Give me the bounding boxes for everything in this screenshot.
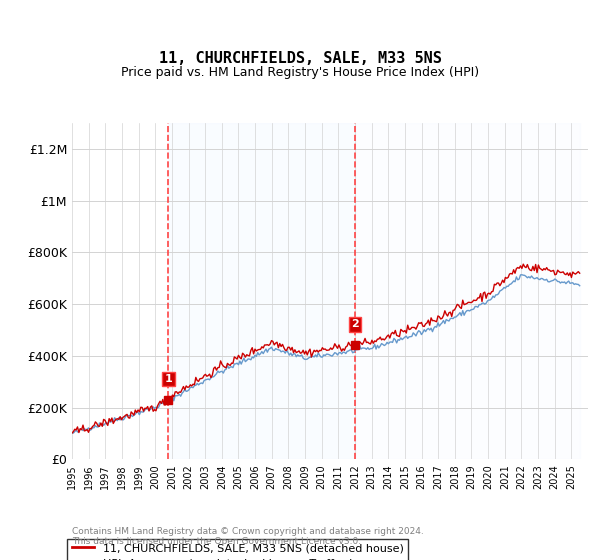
Text: Price paid vs. HM Land Registry's House Price Index (HPI): Price paid vs. HM Land Registry's House … bbox=[121, 66, 479, 80]
Text: 11, CHURCHFIELDS, SALE, M33 5NS: 11, CHURCHFIELDS, SALE, M33 5NS bbox=[158, 52, 442, 66]
Bar bbox=[169, 123, 355, 459]
Text: 2: 2 bbox=[351, 319, 358, 329]
Text: Contains HM Land Registry data © Crown copyright and database right 2024.
This d: Contains HM Land Registry data © Crown c… bbox=[72, 526, 424, 546]
Text: 1: 1 bbox=[164, 374, 172, 384]
Bar bbox=[355, 123, 580, 459]
Legend: 11, CHURCHFIELDS, SALE, M33 5NS (detached house), HPI: Average price, detached h: 11, CHURCHFIELDS, SALE, M33 5NS (detache… bbox=[67, 539, 408, 560]
